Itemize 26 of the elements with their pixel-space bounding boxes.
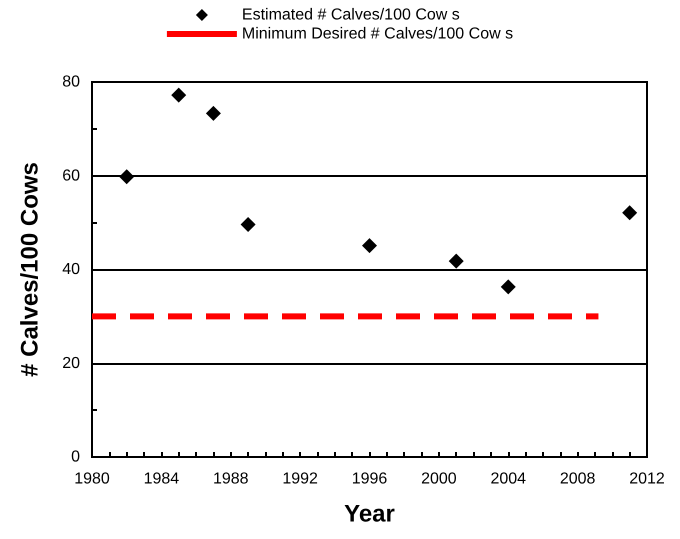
point bbox=[171, 88, 186, 103]
y-tick-label: 0 bbox=[71, 448, 80, 466]
x-tick-label: 1980 bbox=[74, 470, 110, 488]
point bbox=[622, 205, 638, 220]
point bbox=[206, 106, 221, 121]
legend-label: Minimum Desired # Calves/100 Cow s bbox=[242, 26, 514, 42]
legend-label: Estimated # Calves/100 Cow s bbox=[242, 6, 460, 24]
x-tick-label: 2004 bbox=[490, 470, 526, 488]
x-tick-label: 1992 bbox=[282, 470, 318, 488]
point bbox=[362, 238, 377, 254]
x-tick-label: 1996 bbox=[352, 470, 388, 488]
x-tick-label: 1984 bbox=[144, 470, 180, 488]
y-tick-label: 40 bbox=[62, 261, 80, 278]
x-tick-label: 1988 bbox=[212, 470, 249, 488]
x-tick-label: 2012 bbox=[629, 470, 665, 488]
x-tick-label: 2000 bbox=[421, 470, 457, 488]
point bbox=[240, 217, 256, 232]
point bbox=[500, 279, 516, 294]
y-axis-title: # Calves/100 Cows bbox=[16, 162, 44, 377]
y-tick-label: 60 bbox=[62, 167, 80, 184]
x-tick-label: 2008 bbox=[560, 470, 596, 488]
x-axis-title: Year bbox=[344, 500, 395, 528]
point bbox=[119, 169, 134, 184]
point bbox=[448, 254, 464, 269]
y-tick-label: 20 bbox=[62, 354, 80, 372]
y-tick-label: 80 bbox=[62, 74, 80, 90]
